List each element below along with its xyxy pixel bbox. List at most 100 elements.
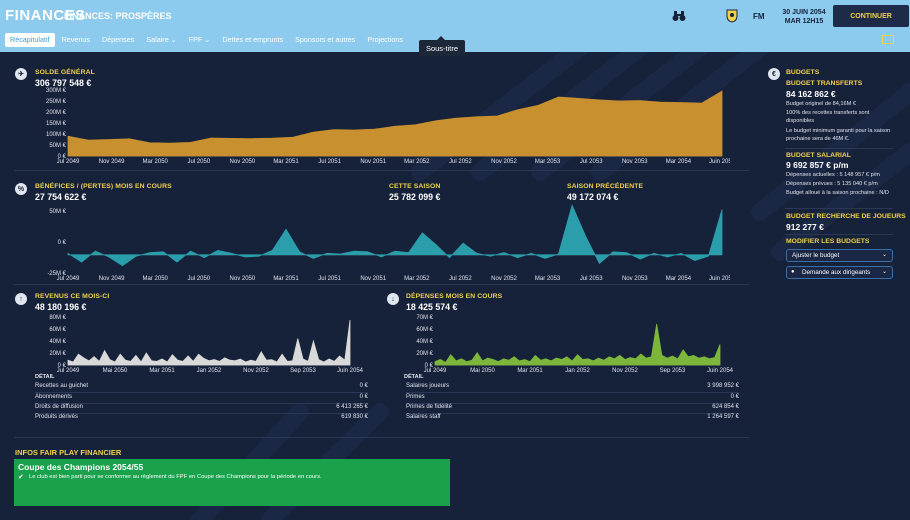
binoculars-icon[interactable] xyxy=(671,8,687,24)
x-tick-label: Mar 2054 xyxy=(666,159,692,164)
ffp-title: INFOS FAIR PLAY FINANCIER xyxy=(15,448,122,457)
piggy-bank-icon: € xyxy=(768,68,780,80)
detail-label: Recettes au guichet xyxy=(35,383,89,389)
y-tick-label: -25M € xyxy=(47,271,66,277)
tab-summary[interactable]: Récapitulatif xyxy=(5,33,55,47)
profit-chart: 50M € 0 € -25M €Jul 2049 Nov 2049 Mar 2050 Ju… xyxy=(47,204,730,281)
x-tick-label: Jan 2052 xyxy=(197,368,222,373)
area-series xyxy=(434,323,721,366)
revenue-detail-row: Produits dérivés 619 830 € xyxy=(35,414,368,424)
x-tick-label: Juin 2054 xyxy=(709,276,730,281)
divider xyxy=(14,284,749,285)
screen-icon[interactable] xyxy=(882,35,894,44)
tooltip-arrow xyxy=(437,36,445,40)
club-badge-icon[interactable] xyxy=(724,8,740,24)
x-tick-label: Nov 2052 xyxy=(491,159,517,164)
x-tick-label: Juin 2054 xyxy=(707,368,734,373)
x-tick-label: Mar 2052 xyxy=(404,276,430,281)
percent-icon: % xyxy=(15,183,27,195)
tab-expenses[interactable]: Dépenses xyxy=(101,35,135,44)
budgets-title: BUDGETS xyxy=(786,69,820,76)
plane-icon: ✈ xyxy=(15,68,27,80)
x-tick-label: Mar 2051 xyxy=(149,368,175,373)
area-series xyxy=(67,90,723,157)
page-subtitle: FINANCES: PROSPÈRES xyxy=(64,11,172,21)
revenue-detail-row: Abonnements 0 € xyxy=(35,394,368,404)
game-date-day: 30 JUIN 2054 xyxy=(782,9,826,16)
x-tick-label: Jul 2053 xyxy=(580,159,603,164)
detail-value: 619 830 € xyxy=(341,414,368,420)
y-tick-label: 100M € xyxy=(46,132,67,138)
detail-label: Produits dérivés xyxy=(35,414,79,420)
x-tick-label: Nov 2052 xyxy=(612,368,638,373)
adjust-budget-button[interactable]: Ajuster le budget ⌄ xyxy=(786,249,893,262)
expenses-value: 18 425 574 € xyxy=(406,302,458,312)
expenses-detail-row: Salaires staff 1 264 597 € xyxy=(406,414,739,424)
x-tick-label: Jul 2052 xyxy=(449,159,472,164)
detail-label: Salaires joueurs xyxy=(406,383,450,389)
chat-icon: ● xyxy=(791,269,795,275)
balance-label: SOLDE GÉNÉRAL xyxy=(35,69,95,76)
y-tick-label: 40M € xyxy=(416,339,433,345)
request-board-button[interactable]: ● Demande aux dirigeants ⌄ xyxy=(786,266,893,279)
x-tick-label: Jul 2049 xyxy=(57,276,80,281)
expenses-detail-row: Salaires joueurs 3 998 952 € xyxy=(406,383,739,393)
game-date[interactable]: 30 JUIN 2054 MAR 12H15 xyxy=(782,8,826,26)
detail-label: Droits de diffusion xyxy=(35,404,83,410)
revenue-chart: 80M € 60M € 40M € 20M € 0 €Jul 2049 Mai 2050 M… xyxy=(49,315,363,373)
transfer-budget-label: BUDGET TRANSFERTS xyxy=(786,80,863,87)
continue-button[interactable]: CONTINUER xyxy=(833,5,909,27)
x-tick-label: Jul 2049 xyxy=(57,368,80,373)
x-tick-label: Nov 2051 xyxy=(360,276,386,281)
expenses-label: DÉPENSES MOIS EN COURS xyxy=(406,293,503,300)
revenue-value: 48 180 196 € xyxy=(35,302,87,312)
x-tick-label: Mar 2052 xyxy=(404,159,430,164)
x-tick-label: Mar 2053 xyxy=(535,276,561,281)
x-tick-label: Nov 2049 xyxy=(99,159,125,164)
divider xyxy=(406,413,739,414)
area-series xyxy=(67,319,351,366)
x-tick-label: Jul 2052 xyxy=(449,276,472,281)
y-tick-label: 200M € xyxy=(46,110,67,116)
scouting-budget-label: BUDGET RECHERCHE DE JOUEURS xyxy=(786,213,906,220)
wage-budget-label: BUDGET SALARIAL xyxy=(786,152,851,159)
revenue-detail-row: Recettes au guichet 0 € xyxy=(35,383,368,393)
x-tick-label: Jul 2049 xyxy=(424,368,447,373)
x-tick-label: Mar 2051 xyxy=(273,159,299,164)
wage-note: Budget alloué à la saison prochaine : N/… xyxy=(786,190,889,196)
y-tick-label: 60M € xyxy=(416,327,433,333)
fm-logo: FM xyxy=(753,12,765,21)
balance-value: 306 797 548 € xyxy=(35,78,92,88)
tab-wages[interactable]: Salaire ⌄ xyxy=(146,35,177,44)
divider xyxy=(35,403,368,404)
detail-label: Primes de fidélité xyxy=(406,404,453,410)
divider xyxy=(35,413,368,414)
x-tick-label: Jul 2051 xyxy=(318,159,341,164)
chevron-down-icon: ⌄ xyxy=(881,269,887,275)
transfer-note: Le budget minimum garanti pour la saison… xyxy=(786,128,891,142)
game-date-time: MAR 12H15 xyxy=(784,18,824,25)
x-tick-label: Mar 2051 xyxy=(517,368,543,373)
y-tick-label: 50M € xyxy=(49,143,66,149)
prev-season-value: 49 172 074 € xyxy=(567,192,619,202)
x-tick-label: Mar 2054 xyxy=(666,276,692,281)
tab-debts-loans[interactable]: Dettes et emprunts xyxy=(222,35,284,44)
x-tick-label: Nov 2052 xyxy=(243,368,269,373)
this-season-label: CETTE SAISON xyxy=(389,183,441,190)
x-tick-label: Nov 2053 xyxy=(622,276,648,281)
divider xyxy=(406,392,739,393)
tab-revenue[interactable]: Revenus xyxy=(61,35,90,44)
tab-ffp[interactable]: FPF ⌄ xyxy=(188,35,211,44)
y-tick-label: 0 € xyxy=(58,363,67,369)
x-tick-label: Mar 2053 xyxy=(535,159,561,164)
divider xyxy=(785,148,893,149)
page-title: FINANCES xyxy=(5,7,86,24)
divider xyxy=(785,234,893,235)
revenue-detail-row: Droits de diffusion 6 413 265 € xyxy=(35,404,368,414)
x-tick-label: Nov 2050 xyxy=(230,159,256,164)
tab-projections[interactable]: Projections xyxy=(367,35,403,44)
y-tick-label: 40M € xyxy=(49,339,66,345)
detail-value: 0 € xyxy=(730,394,739,400)
tab-sponsors[interactable]: Sponsors et autres xyxy=(295,35,356,44)
detail-value: 6 413 265 € xyxy=(336,404,368,410)
